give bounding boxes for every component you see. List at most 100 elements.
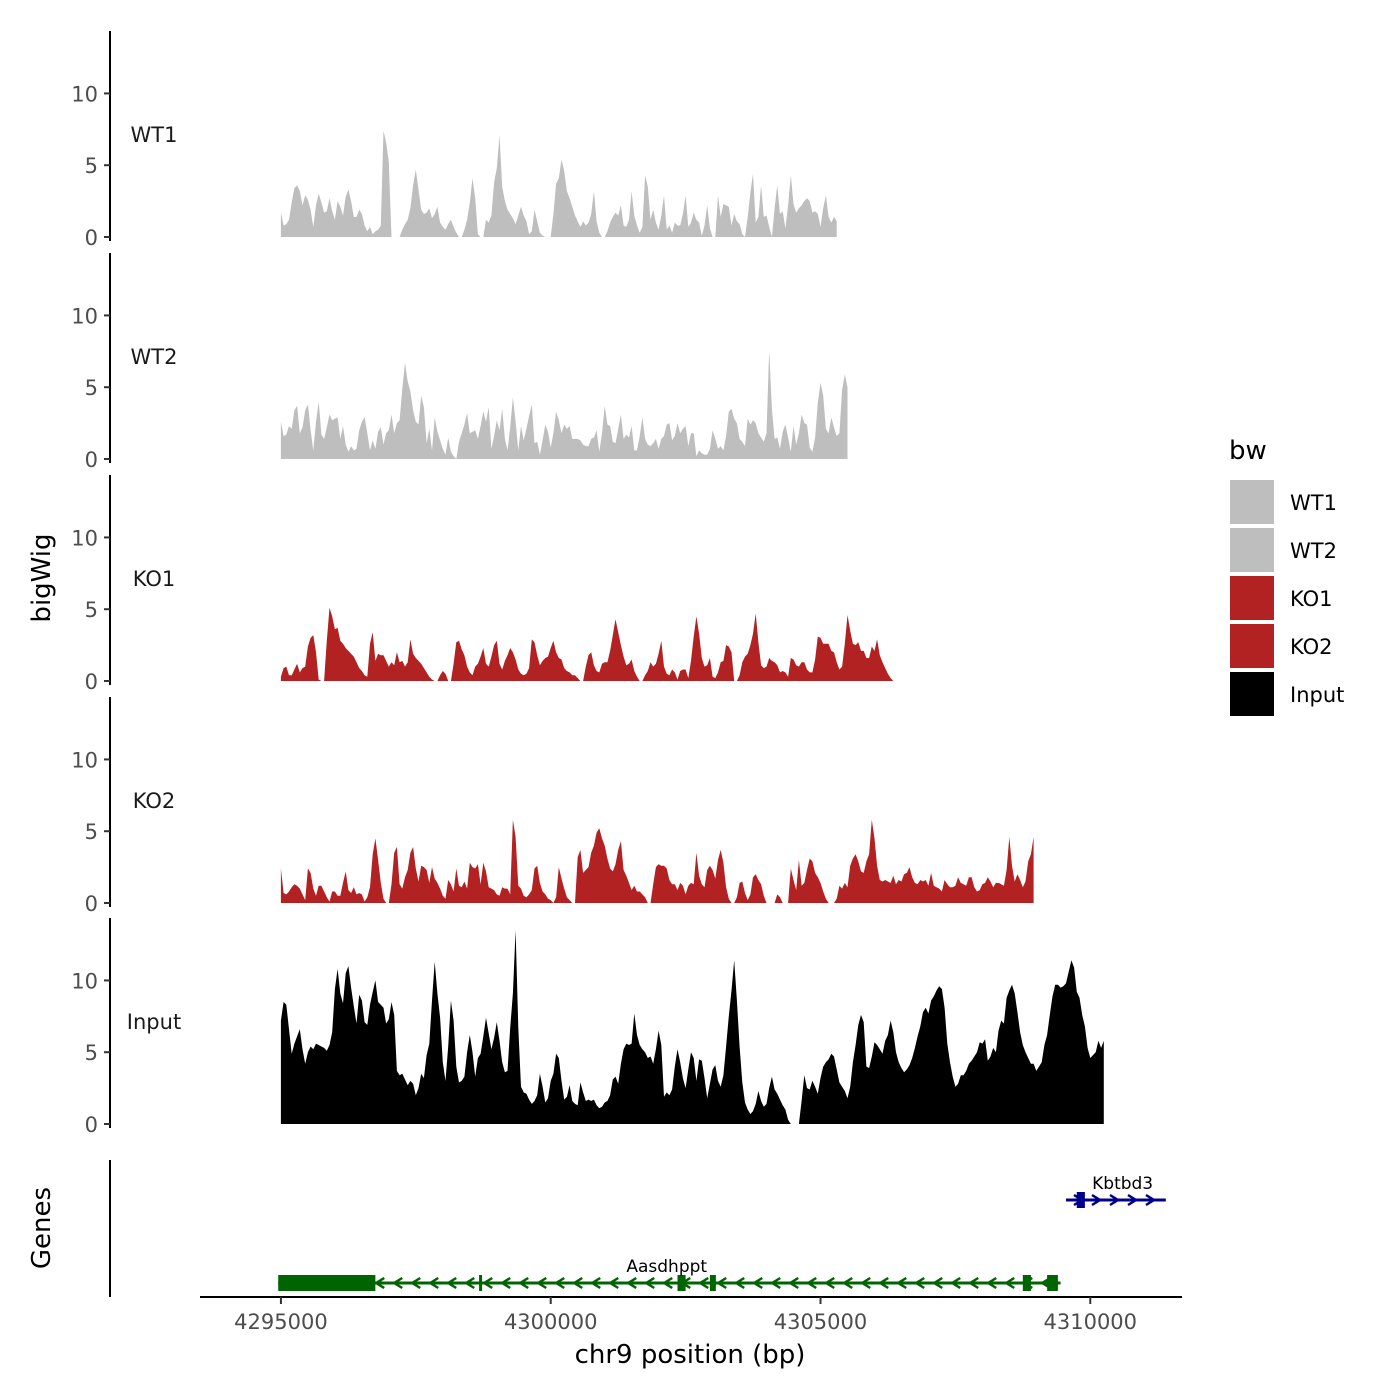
y-tick-label: 5 — [85, 154, 98, 178]
strand-chevron — [373, 1276, 385, 1290]
legend-key-ko2 — [1230, 624, 1274, 668]
strand-chevron — [841, 1276, 853, 1290]
coverage-area-ko1 — [280, 607, 894, 681]
y-tick-label: 0 — [85, 226, 98, 250]
track-label: KO2 — [133, 789, 176, 813]
coverage-area-input — [280, 930, 1104, 1124]
track-ko2: 0 5 10 KO2 — [71, 697, 1034, 916]
y-tick-label: 10 — [71, 304, 98, 328]
y-tick-label: 10 — [71, 82, 98, 106]
strand-chevron — [445, 1276, 457, 1290]
track-label: WT1 — [131, 123, 178, 147]
strand-chevron — [715, 1276, 727, 1290]
legend-label: KO2 — [1290, 635, 1333, 659]
legend-key-ko1 — [1230, 576, 1274, 620]
genes-axis-title: Genes — [27, 1187, 57, 1269]
y-tick-label: 0 — [85, 1113, 98, 1137]
legend-title: bw — [1229, 436, 1267, 466]
gene-label: Kbtbd3 — [1092, 1174, 1153, 1194]
strand-chevron — [463, 1276, 475, 1290]
strand-chevron — [733, 1276, 745, 1290]
strand-chevron — [571, 1276, 583, 1290]
strand-chevron — [1109, 1193, 1121, 1207]
track-wt2: 0 5 10 WT2 — [71, 253, 848, 472]
strand-chevron — [769, 1276, 781, 1290]
strand-chevron — [643, 1276, 655, 1290]
gene-track: Aasdhppt Kbtbd3 — [109, 1160, 1166, 1297]
strand-chevron — [985, 1276, 997, 1290]
strand-chevron — [427, 1276, 439, 1290]
track-label: WT2 — [131, 345, 178, 369]
strand-chevron — [589, 1276, 601, 1290]
x-axis-title: chr9 position (bp) — [575, 1340, 806, 1370]
x-axis: 4295000 4300000 4305000 4310000 — [200, 1296, 1182, 1334]
y-tick-label: 5 — [85, 376, 98, 400]
y-tick-label: 0 — [85, 892, 98, 916]
strand-chevron — [409, 1276, 421, 1290]
y-tick-label: 10 — [71, 748, 98, 772]
y-axis-title: bigWig — [27, 533, 57, 622]
gene-aasdhppt: Aasdhppt — [278, 1257, 1061, 1291]
strand-chevron — [1145, 1193, 1157, 1207]
legend-label: WT2 — [1290, 539, 1337, 563]
legend: bw WT1 WT2 KO1 KO2 Input — [1229, 436, 1344, 716]
strand-chevron — [1003, 1276, 1015, 1290]
y-tick-label: 10 — [71, 969, 98, 993]
strand-chevron — [823, 1276, 835, 1290]
strand-chevron — [625, 1276, 637, 1290]
strand-chevron — [949, 1276, 961, 1290]
legend-key-wt2 — [1230, 528, 1274, 572]
bigwig-tracks: 0 5 10 WT1 0 5 10 WT2 0 5 10 KO1 0 5 10 KO2 0 5 10 Input — [71, 31, 1104, 1137]
legend-label: Input — [1290, 683, 1344, 707]
x-tick-label: 4295000 — [234, 1310, 328, 1334]
track-wt1: 0 5 10 WT1 — [71, 31, 837, 250]
y-tick-label: 5 — [85, 1041, 98, 1065]
x-tick-label: 4310000 — [1044, 1310, 1138, 1334]
strand-chevron — [499, 1276, 511, 1290]
gene-exon — [278, 1275, 376, 1291]
legend-key-input — [1230, 672, 1274, 716]
x-tick-label: 4305000 — [774, 1310, 868, 1334]
track-input: 0 5 10 Input — [71, 918, 1104, 1137]
gene-exon — [1022, 1275, 1031, 1291]
strand-chevron — [967, 1276, 979, 1290]
strand-chevron — [859, 1276, 871, 1290]
y-tick-label: 10 — [71, 526, 98, 550]
y-tick-label: 5 — [85, 820, 98, 844]
legend-label: WT1 — [1290, 491, 1337, 515]
coverage-area-wt1 — [280, 130, 837, 237]
y-tick-label: 0 — [85, 670, 98, 694]
legend-key-wt1 — [1230, 480, 1274, 524]
strand-chevron — [787, 1276, 799, 1290]
gene-label: Aasdhppt — [626, 1257, 707, 1277]
strand-chevron — [1127, 1193, 1139, 1207]
gene-exon — [677, 1275, 686, 1291]
track-ko1: 0 5 10 KO1 — [71, 475, 894, 694]
strand-chevron — [751, 1276, 763, 1290]
track-label: Input — [127, 1010, 181, 1034]
strand-chevron — [661, 1276, 673, 1290]
strand-chevron — [391, 1276, 403, 1290]
y-tick-label: 5 — [85, 598, 98, 622]
strand-chevron — [913, 1276, 925, 1290]
strand-chevron — [1091, 1193, 1103, 1207]
x-tick-label: 4300000 — [504, 1310, 598, 1334]
coverage-area-wt2 — [280, 349, 848, 459]
gene-exon — [1047, 1275, 1058, 1291]
gene-exon — [1076, 1192, 1085, 1208]
legend-label: KO1 — [1290, 587, 1333, 611]
gene-kbtbd3: Kbtbd3 — [1065, 1174, 1166, 1208]
strand-chevron — [805, 1276, 817, 1290]
strand-chevron — [517, 1276, 529, 1290]
strand-chevron — [607, 1276, 619, 1290]
strand-chevron — [535, 1276, 547, 1290]
strand-chevron — [877, 1276, 889, 1290]
strand-chevron — [697, 1276, 709, 1290]
coverage-area-ko2 — [280, 819, 1034, 903]
strand-chevron — [931, 1276, 943, 1290]
track-label: KO1 — [133, 567, 176, 591]
strand-chevron — [481, 1276, 493, 1290]
strand-chevron — [553, 1276, 565, 1290]
y-tick-label: 0 — [85, 448, 98, 472]
